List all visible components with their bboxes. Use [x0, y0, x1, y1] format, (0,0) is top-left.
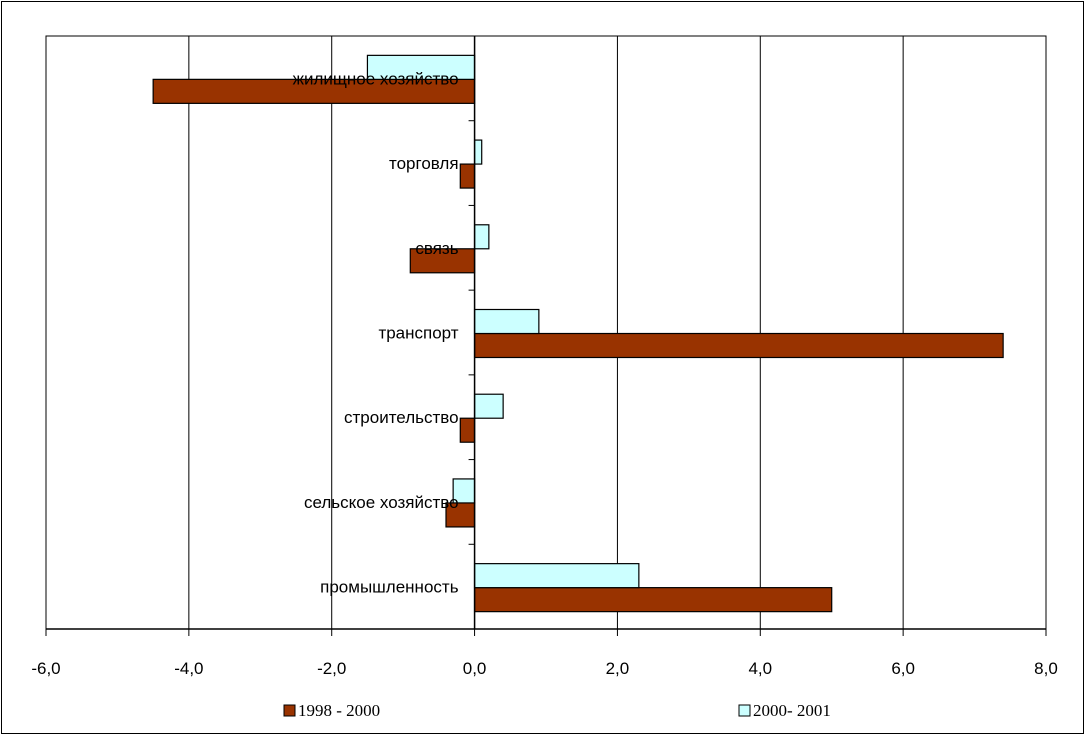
category-label: связь	[415, 239, 458, 258]
bar	[473, 139, 483, 165]
bar	[366, 54, 476, 80]
category-label: транспорт	[378, 324, 458, 343]
bar	[459, 417, 476, 443]
bar	[473, 308, 540, 335]
x-tick-label: 2,0	[606, 659, 630, 678]
bar	[473, 393, 504, 419]
x-tick-label: 6,0	[891, 659, 915, 678]
category-label: строительство	[344, 408, 459, 427]
legend-label: 1998 - 2000	[298, 701, 380, 720]
bars	[152, 54, 1004, 613]
x-tick-label: -6,0	[31, 659, 60, 678]
category-label: сельское хозяйство	[304, 493, 459, 512]
legend-label: 2000- 2001	[753, 701, 831, 720]
bar	[473, 332, 1004, 359]
x-tick-label: 4,0	[748, 659, 772, 678]
x-tick-label: -2,0	[317, 659, 346, 678]
category-labels: промышленность сельское хозяйство строител…	[293, 69, 459, 596]
category-label: торговля	[389, 154, 459, 173]
category-label: жилищное хозяйство	[293, 69, 459, 88]
x-tick-label: 0,0	[463, 659, 487, 678]
category-label: промышленность	[320, 578, 459, 597]
bar	[473, 224, 490, 250]
x-tick-label: 8,0	[1034, 659, 1058, 678]
bar	[152, 78, 476, 104]
legend-swatch	[738, 704, 751, 717]
bar	[459, 163, 476, 189]
bar	[473, 563, 640, 589]
legend: 1998 - 2000 2000- 2001	[283, 701, 831, 720]
plot-area	[45, 35, 1047, 630]
x-tick-label: -4,0	[174, 659, 203, 678]
axes	[45, 35, 1047, 636]
legend-swatch	[283, 704, 296, 717]
bar	[473, 587, 833, 613]
tick-labels: -6,0 -4,0 -2,0 0,0 2,0 4,0 6,0 8,0	[31, 659, 1057, 678]
